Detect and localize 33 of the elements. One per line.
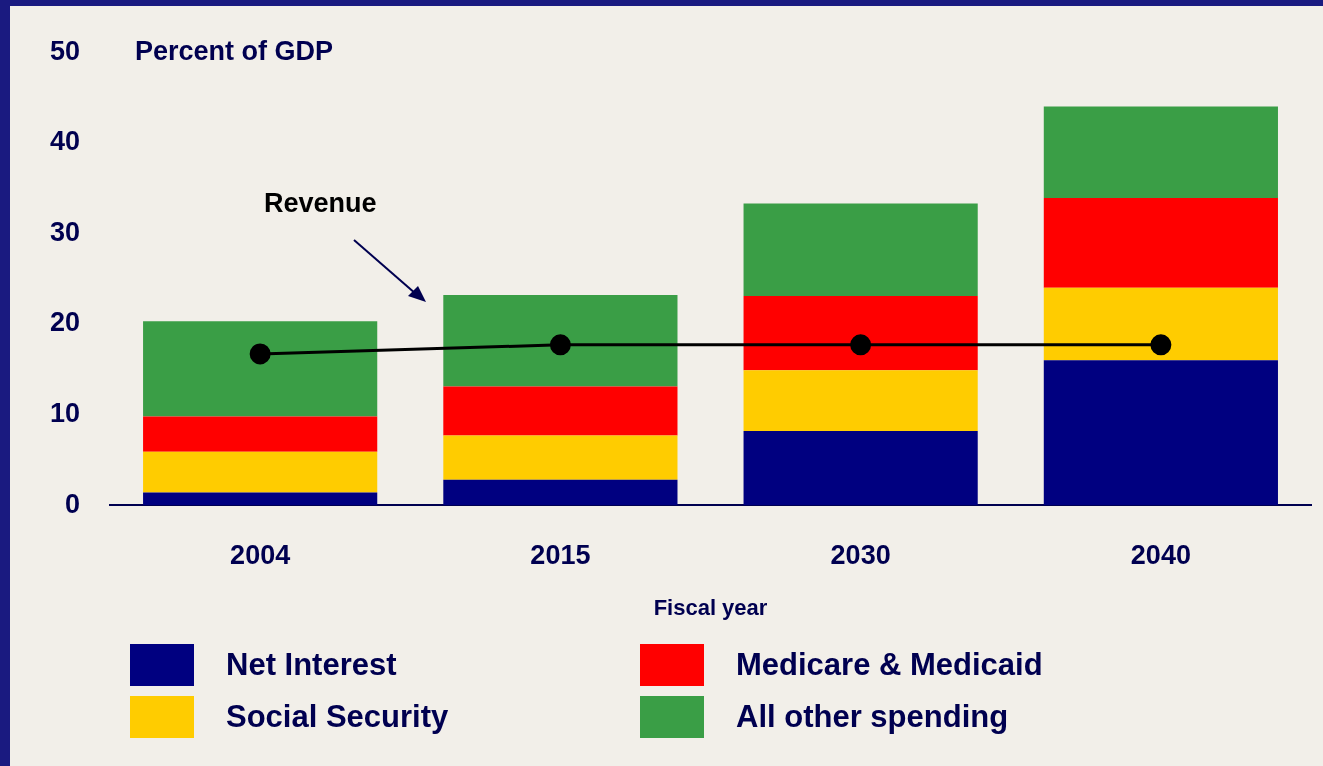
x-tick-label: 2040 [1130,539,1191,570]
y-tick-label: 0 [65,488,81,519]
bar [443,295,678,387]
bar [143,492,378,506]
x-tick-label: 2015 [530,539,591,570]
y-tick-label: 20 [49,307,81,338]
bar [443,479,678,506]
bar [743,430,978,506]
bar [143,416,378,452]
x-tick-label: 2004 [230,539,291,570]
bar [1043,360,1278,506]
bar [743,370,978,431]
y-tick-label: 50 [49,35,81,66]
bar [143,321,378,417]
y-tick-label: 10 [49,398,81,429]
legend-label: Medicare & Medicaid [736,647,1043,683]
y-tick-label: 40 [49,126,81,157]
x-tick-label: 2030 [830,539,891,570]
legend-label: All other spending [736,699,1009,735]
bar [143,451,378,493]
x-axis-title: Fiscal year [653,594,768,620]
legend-label: Net Interest [226,647,397,683]
bar [443,435,678,480]
bar [1043,287,1278,361]
text: Revenue [263,188,377,219]
y-tick-label: 30 [49,216,81,247]
bar [743,295,978,371]
y-axis-title: Percent of GDP [135,35,334,66]
bar [443,386,678,436]
bar [1043,198,1278,288]
bar [1043,106,1278,199]
legend-label: Social Security [226,699,449,735]
bar [743,203,978,296]
